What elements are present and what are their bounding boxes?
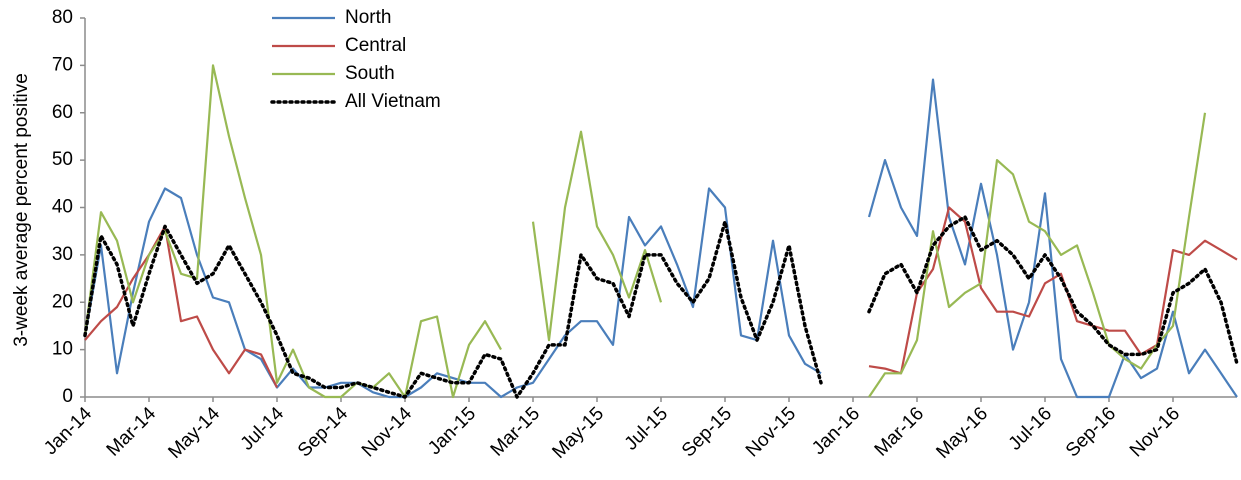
- x-tick-label: Jul-14: [237, 403, 289, 455]
- y-tick-label: 50: [52, 149, 73, 170]
- x-tick-label: May-15: [548, 403, 608, 463]
- x-tick-label: Jul-16: [1005, 403, 1056, 454]
- y-tick-label: 70: [52, 54, 73, 75]
- x-tick-label: Mar-16: [871, 403, 928, 460]
- x-tick-label: Mar-15: [487, 403, 544, 460]
- x-tick-label: Sep-14: [294, 403, 352, 461]
- y-tick-label: 0: [62, 386, 73, 407]
- x-tick-label: Sep-16: [1062, 403, 1120, 461]
- x-tick-label: Jan-15: [424, 403, 480, 459]
- y-tick-label: 80: [52, 7, 73, 28]
- y-tick-label: 10: [52, 339, 73, 360]
- legend-label: North: [345, 7, 391, 28]
- y-tick-label: 40: [52, 197, 73, 218]
- series-line: [83, 64, 1207, 399]
- x-tick-label: May-16: [932, 403, 992, 463]
- x-tick-label: Sep-15: [678, 403, 736, 461]
- legend-label: South: [345, 63, 395, 84]
- legend-label: All Vietnam: [345, 91, 441, 112]
- x-tick-label: Jul-15: [621, 403, 672, 454]
- x-tick-label: Jan-14: [40, 403, 96, 459]
- y-tick-label: 30: [52, 244, 73, 265]
- y-tick-label: 60: [52, 102, 73, 123]
- legend-label: Central: [345, 35, 406, 56]
- x-tick-label: Mar-14: [103, 403, 161, 461]
- series-line: [84, 206, 1238, 388]
- series-line: [83, 78, 1238, 399]
- x-tick-label: Nov-14: [358, 403, 416, 461]
- x-tick-label: Nov-15: [742, 403, 800, 461]
- x-tick-label: May-14: [164, 403, 224, 463]
- x-tick-label: Nov-16: [1126, 403, 1184, 461]
- y-tick-label: 20: [52, 291, 73, 312]
- y-axis-title: 3-week average percent positive: [11, 73, 32, 347]
- series-line: [83, 215, 1239, 399]
- x-tick-label: Jan-16: [808, 403, 864, 459]
